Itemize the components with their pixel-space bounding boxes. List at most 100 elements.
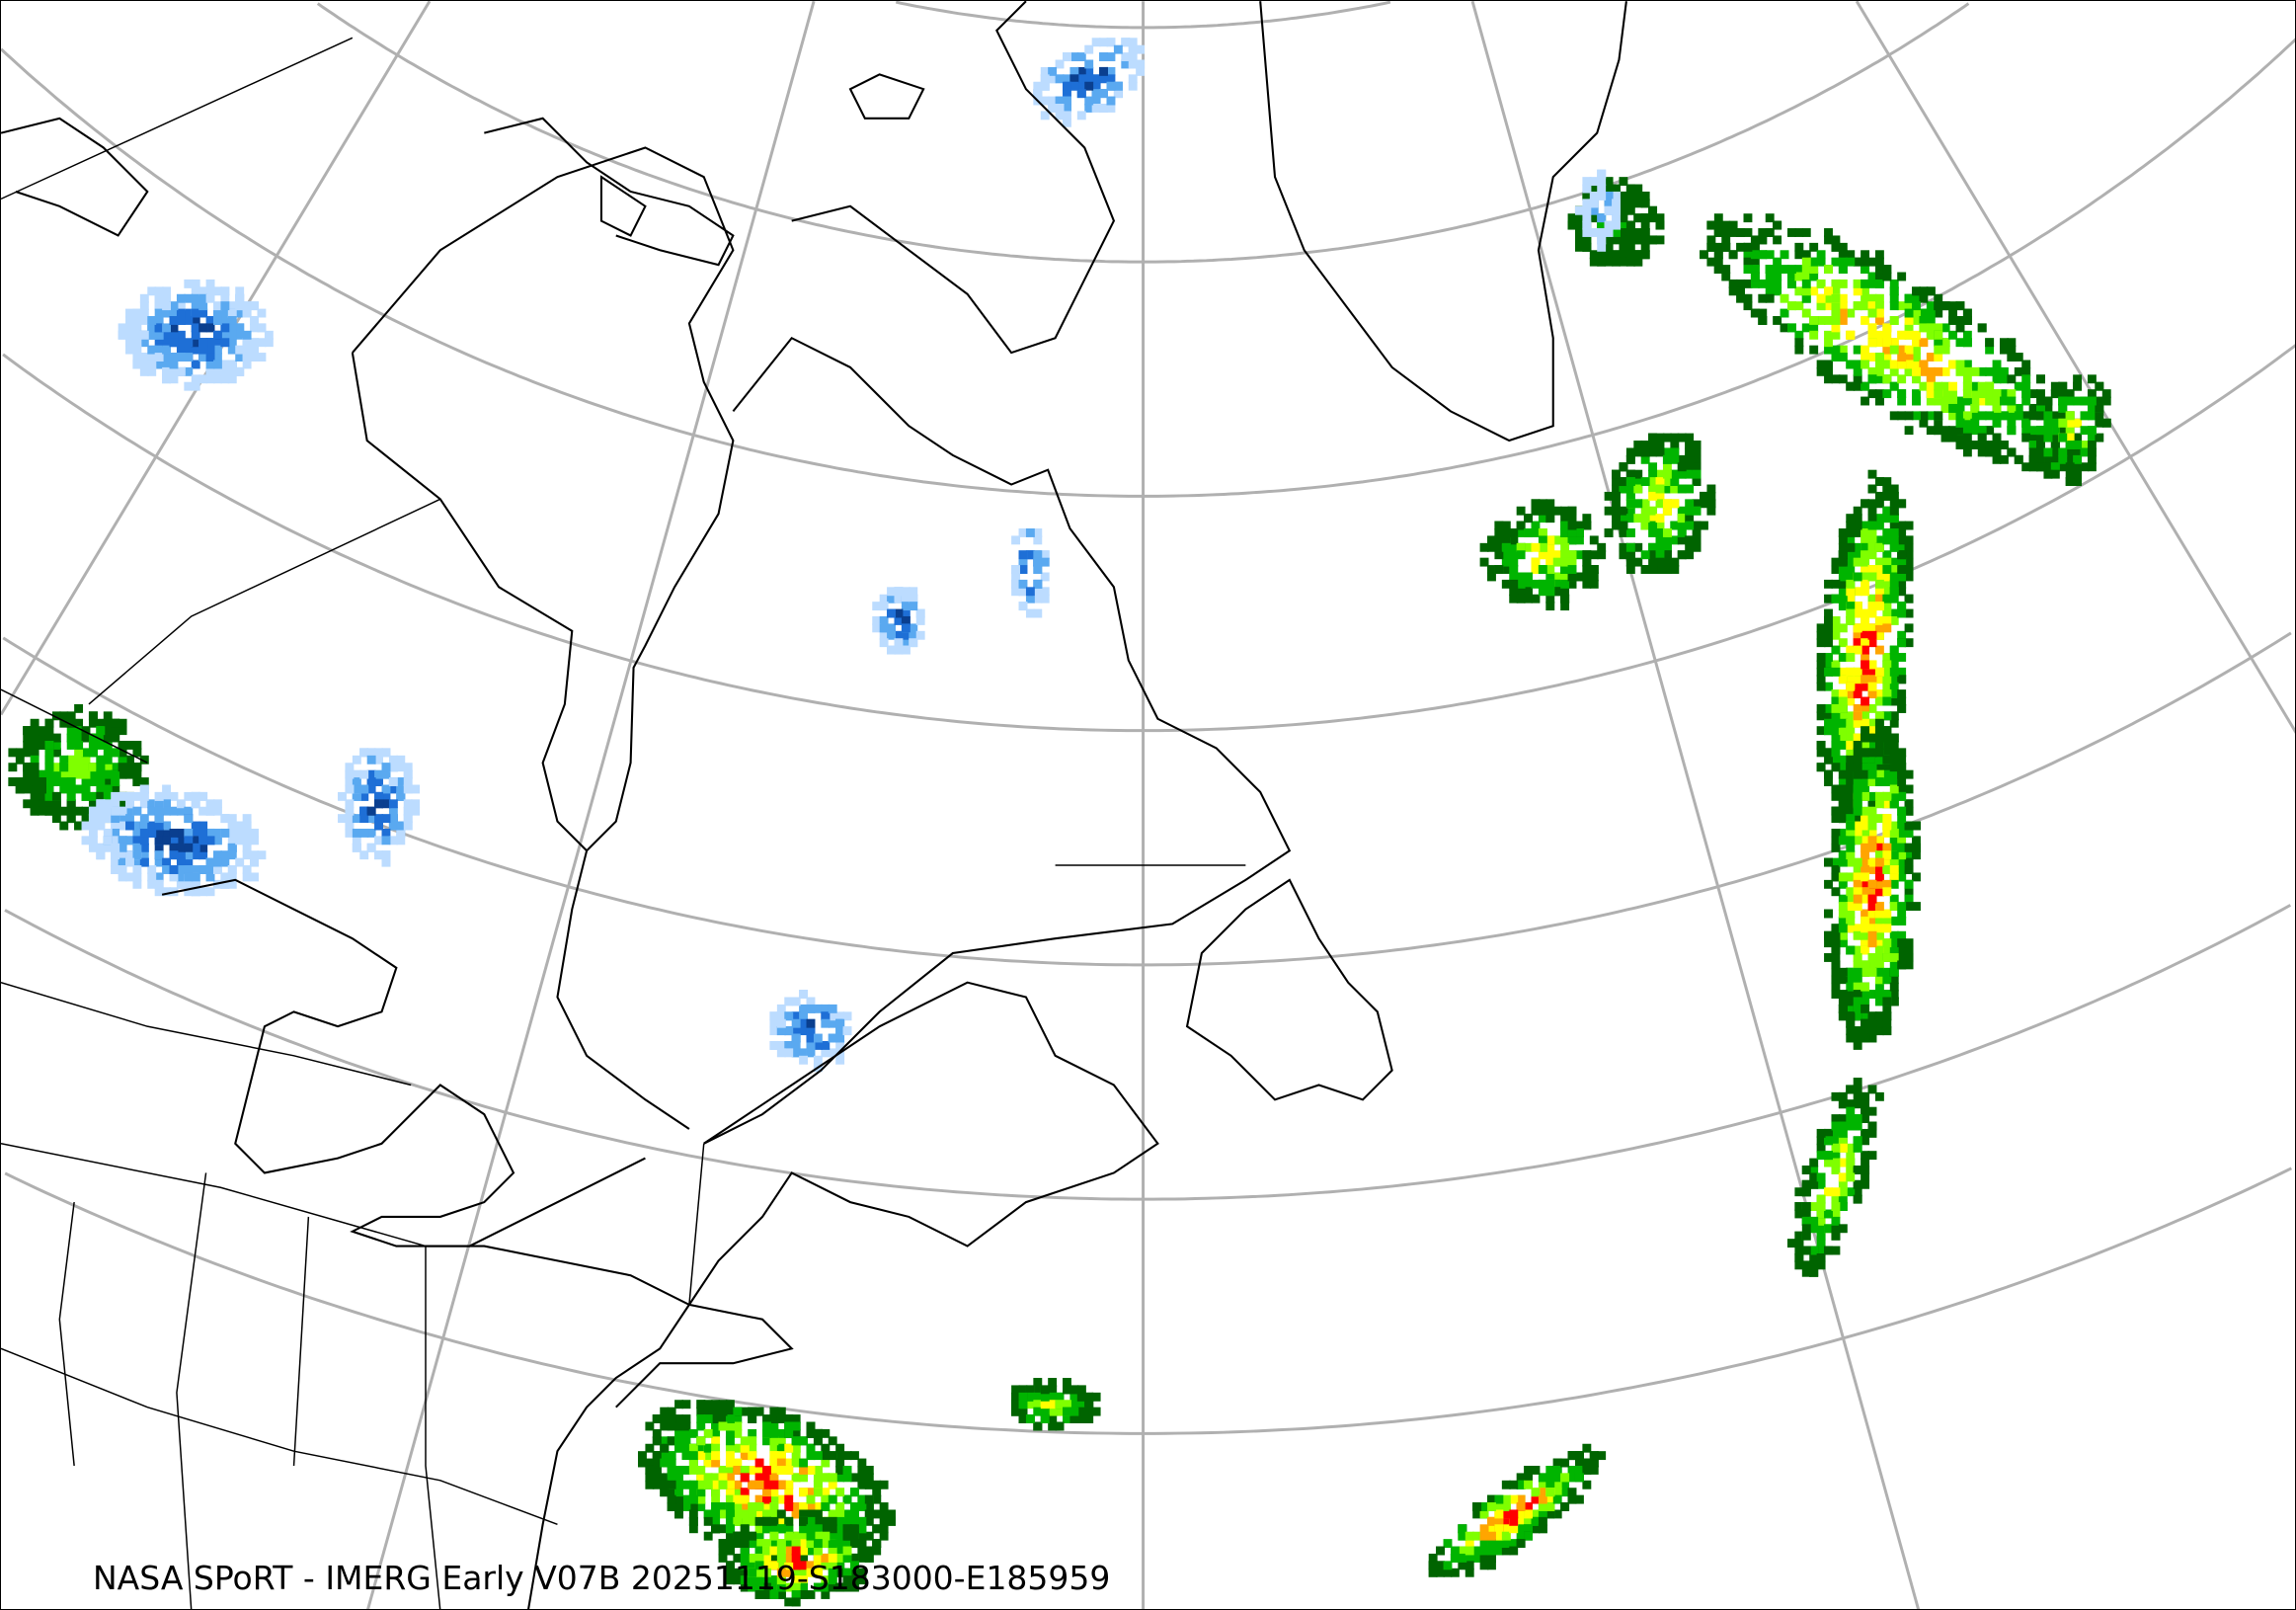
precip-cell [2050, 454, 2060, 464]
precip-cell [220, 330, 230, 340]
precip-cell [1640, 220, 1650, 230]
precip-cell [1904, 360, 1914, 369]
precip-cell [857, 1546, 867, 1556]
precip-cell [30, 799, 40, 809]
precip-cell [1625, 542, 1635, 552]
precip-cell [1867, 667, 1877, 677]
precip-cell [1084, 1407, 1094, 1416]
precip-cell [754, 1465, 764, 1475]
precip-cell [1985, 381, 1995, 391]
precip-cell [1904, 784, 1914, 794]
precip-cell [1861, 667, 1870, 677]
precip-cell [1897, 521, 1907, 530]
precip-cell [1801, 257, 1811, 267]
precip-cell [1867, 338, 1877, 348]
precip-cell [1509, 1509, 1519, 1519]
precip-cell [725, 1421, 735, 1431]
precip-cell [769, 1414, 779, 1423]
precip-cell [1545, 499, 1555, 509]
precip-cell [1801, 1166, 1811, 1174]
precip-cell [2073, 469, 2083, 479]
precip-cell [2065, 396, 2075, 406]
precip-cell [1846, 675, 1856, 684]
precip-cell [1838, 550, 1848, 560]
precip-cell [1824, 330, 1833, 340]
precip-cell [1531, 1494, 1541, 1504]
precip-cell [733, 1509, 743, 1519]
precip-cell [15, 755, 25, 765]
precip-cell [1882, 272, 1892, 282]
precip-cell [132, 857, 142, 867]
precip-cell [1846, 1121, 1856, 1131]
precip-cell [850, 1582, 859, 1592]
precip-cell [154, 360, 164, 369]
precip-cell [1838, 990, 1848, 999]
precip-cell [1889, 484, 1899, 494]
precip-cell [1824, 1187, 1833, 1197]
precip-cell [1962, 447, 1972, 457]
precip-cell [1809, 1224, 1819, 1234]
precip-cell [733, 1443, 743, 1453]
precip-cell [1604, 257, 1614, 267]
precip-cell [1861, 638, 1870, 648]
precip-cell [1861, 1172, 1870, 1182]
precip-cell [1655, 491, 1665, 501]
precip-cell [1048, 1400, 1058, 1409]
precip-cell [1926, 316, 1936, 325]
precip-cell [1889, 506, 1899, 516]
precip-cell [2058, 396, 2068, 406]
precip-cell [1874, 997, 1884, 1006]
precip-cell [872, 1480, 882, 1489]
precip-cell [1955, 403, 1965, 413]
precip-cell [88, 711, 98, 721]
precip-cell [711, 1524, 721, 1534]
precip-cell [1055, 1421, 1065, 1431]
precip-cell [227, 301, 237, 311]
precip-cell [1465, 1539, 1474, 1549]
precip-cell [2065, 389, 2075, 399]
precip-cell [1816, 667, 1826, 677]
precip-cell [1494, 528, 1504, 537]
precip-cell [703, 1473, 713, 1483]
precip-cell [154, 345, 164, 355]
precip-cell [1861, 887, 1870, 897]
precip-cell [1846, 572, 1856, 582]
precip-cell [762, 1421, 771, 1431]
precip-cell [1801, 265, 1811, 275]
precip-cell [1861, 645, 1870, 655]
precip-cell [2065, 433, 2075, 443]
precip-cell [696, 1451, 706, 1461]
precip-cell [696, 1494, 706, 1504]
precip-cell [139, 338, 149, 348]
precip-cell [227, 308, 237, 318]
precip-cell [1612, 506, 1621, 516]
precip-cell [213, 330, 222, 340]
precip-cell [1816, 279, 1826, 288]
precip-cell [1831, 953, 1841, 962]
precip-cell [2087, 411, 2097, 421]
precip-cell [176, 330, 186, 340]
precip-cell [1874, 836, 1884, 845]
precip-cell [111, 748, 120, 758]
precip-cell [1874, 689, 1884, 699]
precip-cell [1524, 594, 1533, 604]
precip-cell [169, 323, 179, 333]
precip-cell [799, 1473, 809, 1483]
precip-cell [1648, 213, 1658, 223]
precip-cell [1889, 865, 1899, 874]
precip-cell [118, 821, 127, 831]
precip-cell [1897, 850, 1907, 860]
precip-cell [821, 1582, 831, 1592]
precip-cell [1846, 557, 1856, 567]
precip-cell [2087, 462, 2097, 472]
precip-cell [1897, 608, 1907, 618]
precip-cell [1831, 1187, 1841, 1197]
precip-cell [184, 308, 194, 318]
precip-cell [1861, 623, 1870, 633]
precip-cell [1897, 587, 1907, 597]
precip-cell [806, 1531, 816, 1541]
precip-cell [674, 1443, 683, 1453]
precip-cell [1545, 594, 1555, 604]
precip-cell [1809, 1166, 1819, 1174]
precip-cell [1853, 748, 1862, 758]
